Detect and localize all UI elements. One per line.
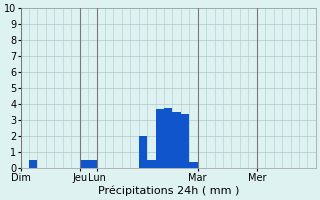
Bar [147, 160, 156, 168]
Bar [156, 109, 164, 168]
Bar [139, 136, 147, 168]
Bar [80, 160, 88, 168]
Bar [172, 112, 181, 168]
Bar [164, 108, 172, 168]
Bar [189, 162, 198, 168]
Bar [88, 160, 97, 168]
X-axis label: Précipitations 24h ( mm ): Précipitations 24h ( mm ) [98, 185, 239, 196]
Bar [29, 160, 37, 168]
Bar [181, 114, 189, 168]
